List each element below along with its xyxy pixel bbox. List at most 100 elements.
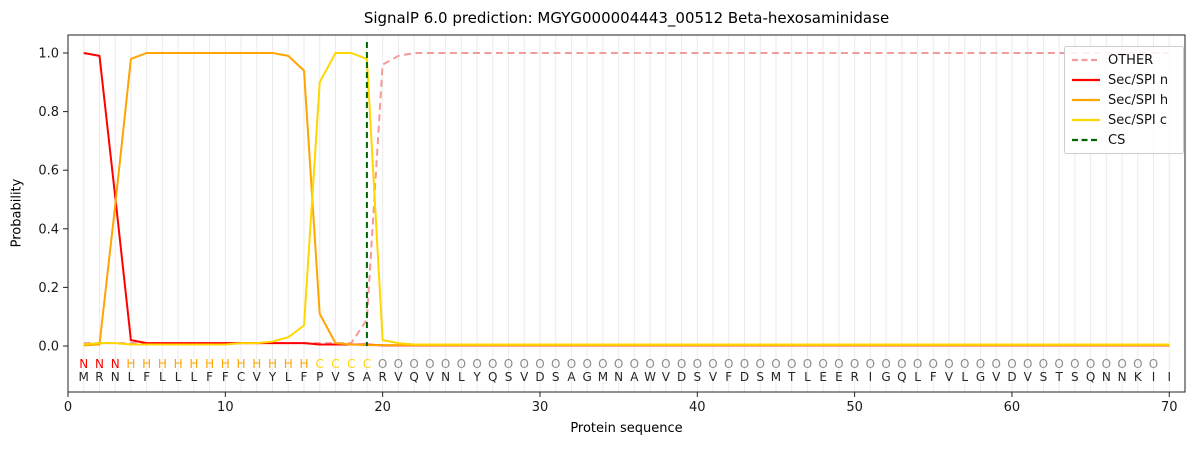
residue-letter: M <box>598 370 608 384</box>
sec-spi-n-line <box>83 52 1170 347</box>
x-tick-label: 20 <box>374 400 391 415</box>
region-letter: C <box>331 357 339 371</box>
residue-letter: V <box>992 370 1001 384</box>
y-tick-label: 0.2 <box>38 281 59 296</box>
x-tick-label: 10 <box>217 400 234 415</box>
legend-line-sample-sec-spi-h <box>1072 98 1100 102</box>
residue-letter: I <box>1152 370 1156 384</box>
residue-letter: I <box>1167 370 1171 384</box>
residue-letter: M <box>771 370 781 384</box>
residue-letter: L <box>804 370 811 384</box>
legend-line-sample-cs <box>1072 138 1100 142</box>
region-letter: H <box>142 357 151 371</box>
region-letter: O <box>472 357 481 371</box>
region-letter: O <box>378 357 387 371</box>
x-axis-ticks: 0 10 20 30 40 50 60 70 <box>64 392 1178 415</box>
region-letter: O <box>630 357 639 371</box>
legend-line-sample-sec-spi-c <box>1072 118 1100 122</box>
residue-letter: L <box>191 370 198 384</box>
region-letter: O <box>991 357 1000 371</box>
residue-letter: F <box>222 370 229 384</box>
region-letter: O <box>693 357 702 371</box>
y-axis-ticks: 0.0 0.2 0.4 0.6 0.8 1.0 <box>38 47 68 355</box>
legend-item-sec-spi-n: Sec/SPI n <box>1072 73 1179 88</box>
region-letter: O <box>1039 357 1048 371</box>
region-letter: H <box>126 357 135 371</box>
region-letter: O <box>1149 357 1158 371</box>
sec-spi-h-line <box>83 52 1170 347</box>
residue-letter: A <box>567 370 576 384</box>
residue-letter: S <box>552 370 560 384</box>
residue-letter: D <box>1007 370 1016 384</box>
residue-letter: L <box>458 370 465 384</box>
residue-letter: S <box>693 370 701 384</box>
region-letter: O <box>960 357 969 371</box>
region-letter: O <box>409 357 418 371</box>
y-tick-label: 0.8 <box>38 105 59 120</box>
legend-label-cs: CS <box>1108 132 1126 148</box>
residue-letter: A <box>363 370 372 384</box>
region-letter: O <box>457 357 466 371</box>
residue-letter: S <box>347 370 355 384</box>
residue-letter: F <box>301 370 308 384</box>
y-tick-label: 0.0 <box>38 340 59 355</box>
region-letter: O <box>818 357 827 371</box>
other-line <box>83 52 1170 345</box>
residue-letter: V <box>394 370 403 384</box>
x-tick-label: 40 <box>689 400 706 415</box>
chart-title: SignalP 6.0 prediction: MGYG000004443_00… <box>363 9 890 27</box>
residue-letter: D <box>535 370 544 384</box>
region-letter: O <box>1117 357 1126 371</box>
region-letter: O <box>598 357 607 371</box>
residue-letter: V <box>662 370 671 384</box>
region-letter: O <box>488 357 497 371</box>
x-tick-label: 0 <box>64 400 72 415</box>
residue-letter: I <box>869 370 873 384</box>
region-letter: O <box>1023 357 1032 371</box>
residue-letter: L <box>961 370 968 384</box>
residue-letter: V <box>520 370 529 384</box>
region-letter: C <box>316 357 324 371</box>
region-letter: C <box>347 357 355 371</box>
residue-letter: A <box>630 370 639 384</box>
legend-line-sample-other <box>1072 58 1100 62</box>
region-letter: H <box>174 357 183 371</box>
x-tick-label: 50 <box>846 400 863 415</box>
region-letter: O <box>803 357 812 371</box>
region-letter: O <box>1070 357 1079 371</box>
residue-letter: K <box>1134 370 1143 384</box>
residue-letter: Y <box>472 370 481 384</box>
legend: OTHER Sec/SPI n Sec/SPI h Sec/SPI c CS <box>1064 46 1184 154</box>
residue-letter: Y <box>268 370 277 384</box>
region-letter: O <box>708 357 717 371</box>
residue-letter: S <box>1040 370 1048 384</box>
region-letter: H <box>299 357 308 371</box>
residue-letter: V <box>1024 370 1033 384</box>
region-letter: N <box>79 357 88 371</box>
legend-label-sec-spi-n: Sec/SPI n <box>1108 72 1169 88</box>
region-letter: O <box>441 357 450 371</box>
residue-letter: E <box>835 370 843 384</box>
residue-letter: W <box>644 370 656 384</box>
region-letter: O <box>755 357 764 371</box>
region-letter: O <box>551 357 560 371</box>
residue-letter: R <box>95 370 103 384</box>
residue-letter: V <box>709 370 718 384</box>
residue-letter: S <box>505 370 513 384</box>
residue-letter: N <box>1118 370 1127 384</box>
region-letter: O <box>1086 357 1095 371</box>
region-letter: N <box>95 357 104 371</box>
region-letter: O <box>1133 357 1142 371</box>
region-letter: H <box>268 357 277 371</box>
legend-label-sec-spi-c: Sec/SPI c <box>1108 112 1167 128</box>
region-letter: O <box>976 357 985 371</box>
region-letter: O <box>944 357 953 371</box>
region-letter: O <box>394 357 403 371</box>
residue-letter: L <box>914 370 921 384</box>
region-letter: O <box>582 357 591 371</box>
region-letter: O <box>1054 357 1063 371</box>
residue-letter: G <box>881 370 890 384</box>
